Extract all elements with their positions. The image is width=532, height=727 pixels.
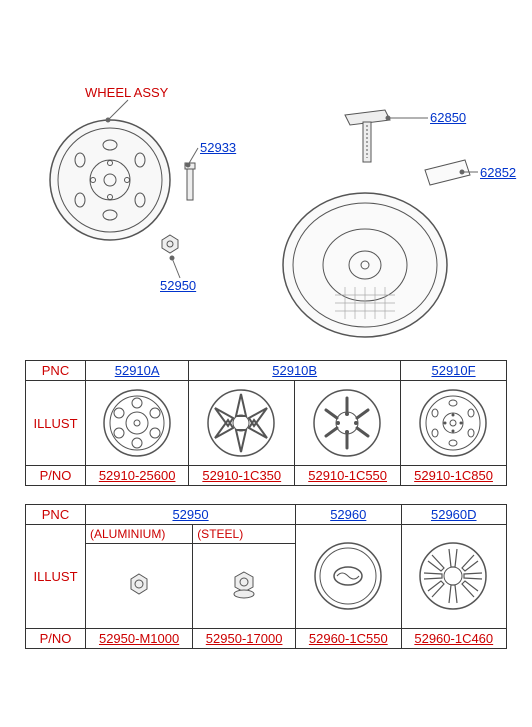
t1-pnc-2[interactable]: 52910F: [401, 361, 507, 381]
t2-pno-0b[interactable]: 52950-17000: [193, 629, 296, 649]
t1-illust-1a: [189, 381, 295, 466]
t2-pnc-2[interactable]: 52960D: [401, 505, 506, 525]
t2-illust-0: [86, 544, 193, 629]
t2-illust-1: [193, 544, 296, 629]
t1-pno-2[interactable]: 52910-1C850: [401, 466, 507, 486]
t2-sub-steel: (STEEL): [193, 525, 296, 544]
t2-pnc-0[interactable]: 52950: [86, 505, 296, 525]
exploded-diagram: WHEEL ASSY: [0, 0, 532, 350]
t1-illust-0: [86, 381, 189, 466]
t1-pno-0[interactable]: 52910-25600: [86, 466, 189, 486]
t2-pno-header: P/NO: [26, 629, 86, 649]
t2-pnc-header: PNC: [26, 505, 86, 525]
t2-illust-header: ILLUST: [26, 525, 86, 629]
t1-pno-header: P/NO: [26, 466, 86, 486]
parts-table-2: PNC 52950 52960 52960D ILLUST (ALUMINIUM…: [25, 504, 507, 649]
parts-table-1: PNC 52910A 52910B 52910F ILLUST: [25, 360, 507, 486]
t1-illust-header: ILLUST: [26, 381, 86, 466]
t1-illust-2: [401, 381, 507, 466]
t2-pno-1[interactable]: 52960-1C550: [296, 629, 401, 649]
t1-illust-1b: [295, 381, 401, 466]
t2-sub-aluminium: (ALUMINIUM): [86, 525, 193, 544]
leader-lines: [0, 0, 532, 350]
t1-pno-1b[interactable]: 52910-1C550: [295, 466, 401, 486]
t1-pnc-1[interactable]: 52910B: [189, 361, 401, 381]
t2-pno-0a[interactable]: 52950-M1000: [86, 629, 193, 649]
t2-illust-3: [401, 525, 506, 629]
t1-pnc-0[interactable]: 52910A: [86, 361, 189, 381]
t2-illust-2: [296, 525, 401, 629]
t1-pno-1a[interactable]: 52910-1C350: [189, 466, 295, 486]
t1-pnc-header: PNC: [26, 361, 86, 381]
t2-pnc-1[interactable]: 52960: [296, 505, 401, 525]
t2-pno-2[interactable]: 52960-1C460: [401, 629, 506, 649]
